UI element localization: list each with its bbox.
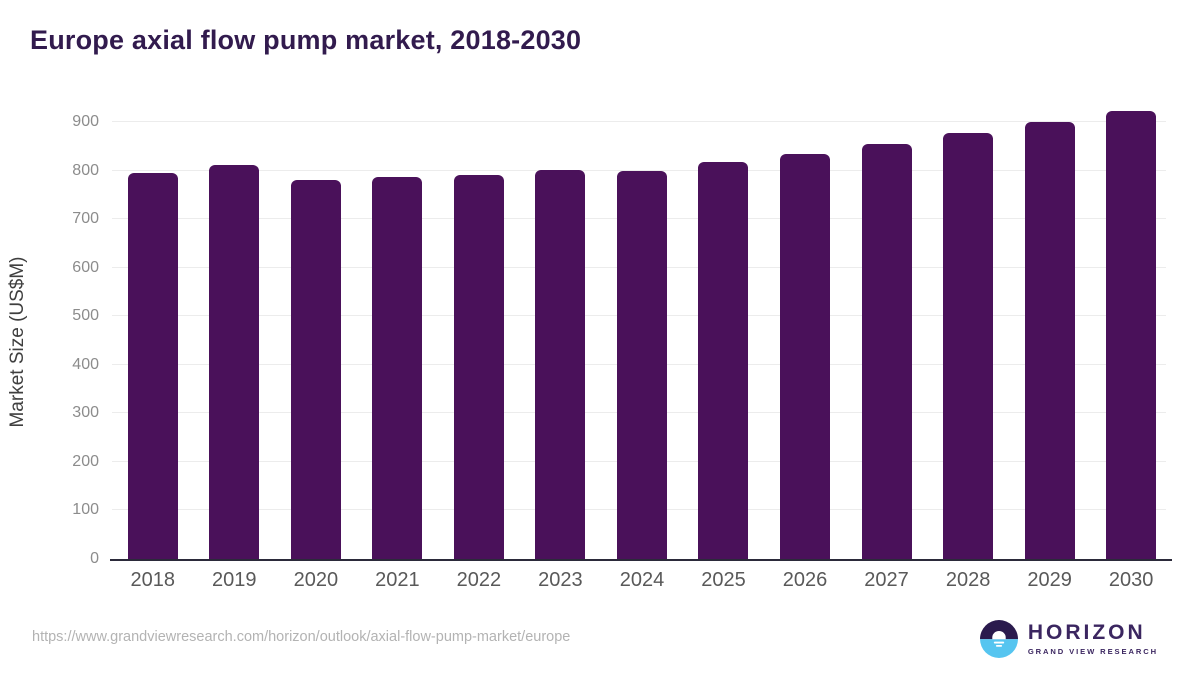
bar-slot-2024	[601, 122, 683, 559]
bar-slot-2019	[194, 122, 276, 559]
bar-2030	[1106, 111, 1157, 559]
chart-title: Europe axial flow pump market, 2018-2030	[30, 25, 582, 55]
bar-2027	[861, 143, 912, 559]
bar-slot-2030	[1090, 111, 1172, 559]
x-axis-labels: 2018 2019 2020 2021 2022 2023 2024 2025 2026 2027…	[112, 569, 1172, 592]
bar-2029	[1024, 122, 1075, 559]
xtick-2029: 2029	[1027, 569, 1072, 591]
ytick-400: 400	[72, 355, 99, 373]
bar-series	[112, 111, 1172, 559]
bar-slot-2023	[520, 122, 602, 559]
xtick-2026: 2026	[782, 569, 828, 591]
ytick-200: 200	[72, 452, 99, 470]
bar-2026	[780, 154, 831, 559]
ytick-0: 0	[90, 550, 99, 567]
ytick-900: 900	[72, 113, 99, 130]
xtick-2023: 2023	[538, 569, 583, 591]
logo-subtitle: GRAND VIEW RESEARCH	[1027, 646, 1158, 656]
bar-slot-2022	[438, 122, 520, 559]
logo-title: HORIZON	[1027, 621, 1146, 645]
xtick-2025: 2025	[701, 569, 746, 591]
horizon-sun-icon	[979, 620, 1018, 658]
xtick-2028: 2028	[945, 569, 991, 591]
xtick-2030: 2030	[1108, 569, 1154, 591]
xtick-2024: 2024	[619, 569, 665, 591]
bar-slot-2021	[357, 122, 439, 559]
gridline-900	[112, 121, 1166, 122]
ytick-100: 100	[72, 501, 99, 519]
xtick-2020: 2020	[293, 569, 339, 591]
ytick-600: 600	[72, 258, 99, 276]
bar-2023	[535, 169, 586, 559]
xtick-2022: 2022	[456, 569, 502, 591]
plot-area: 0 100 200 300 400 500 600 700 800 900	[72, 111, 1172, 567]
bar-slot-2026	[764, 122, 846, 559]
ytick-300: 300	[72, 404, 99, 422]
bar-2022	[453, 175, 504, 559]
gridline-800	[112, 169, 1166, 171]
bar-slot-2027	[846, 122, 928, 559]
xtick-2018: 2018	[130, 569, 176, 591]
bar-2020	[290, 179, 341, 559]
logo-text: HORIZON GRAND VIEW RESEARCH	[1027, 621, 1158, 656]
x-axis-line	[110, 559, 1172, 561]
ytick-500: 500	[72, 307, 99, 325]
bar-slot-2018	[112, 122, 194, 559]
bar-2018	[127, 172, 178, 559]
bar-2025	[698, 162, 749, 559]
xtick-2027: 2027	[864, 569, 909, 591]
bar-2021	[372, 177, 423, 559]
bar-slot-2020	[275, 122, 357, 559]
xtick-2021: 2021	[375, 569, 420, 591]
source-url: https://www.grandviewresearch.com/horizo…	[32, 629, 571, 645]
bar-slot-2025	[683, 122, 765, 559]
bar-2024	[616, 171, 667, 559]
bar-2028	[943, 132, 994, 559]
ytick-800: 800	[72, 161, 99, 179]
y-axis-title: Market Size (US$M)	[7, 256, 28, 428]
bar-slot-2028	[927, 122, 1009, 559]
ytick-700: 700	[72, 210, 99, 228]
horizon-logo: HORIZON GRAND VIEW RESEARCH	[979, 620, 1158, 658]
bar-slot-2029	[1009, 122, 1091, 559]
xtick-2019: 2019	[212, 569, 257, 591]
bar-2019	[209, 165, 260, 559]
